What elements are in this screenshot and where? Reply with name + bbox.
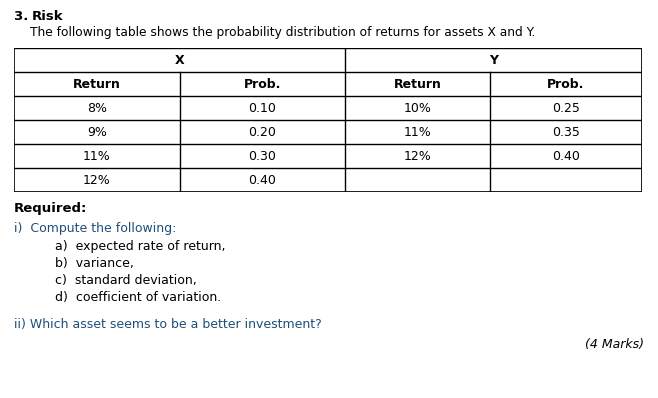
Text: 0.10: 0.10 [249,101,276,115]
Text: (4 Marks): (4 Marks) [585,338,644,351]
Text: 0.30: 0.30 [249,150,276,162]
Text: Prob.: Prob. [244,78,281,90]
Text: a)  expected rate of return,: a) expected rate of return, [55,240,226,253]
Text: Return: Return [393,78,442,90]
Text: d)  coefficient of variation.: d) coefficient of variation. [55,291,221,304]
Text: 0.20: 0.20 [249,125,276,139]
Text: c)  standard deviation,: c) standard deviation, [55,274,197,287]
Text: Return: Return [73,78,121,90]
Text: ii) Which asset seems to be a better investment?: ii) Which asset seems to be a better inv… [14,318,322,331]
Text: 3.: 3. [14,10,33,23]
Text: 8%: 8% [87,101,107,115]
Text: 11%: 11% [83,150,111,162]
Text: 0.25: 0.25 [552,101,580,115]
Text: b)  variance,: b) variance, [55,257,134,270]
Text: Risk: Risk [32,10,64,23]
Text: Required:: Required: [14,202,88,215]
Text: 0.40: 0.40 [249,174,276,187]
Text: Prob.: Prob. [547,78,585,90]
Text: 11%: 11% [403,125,432,139]
Text: 9%: 9% [87,125,107,139]
Text: 12%: 12% [403,150,432,162]
Text: i)  Compute the following:: i) Compute the following: [14,222,176,235]
Text: X: X [174,53,184,66]
Text: 12%: 12% [83,174,111,187]
Text: Y: Y [489,53,498,66]
Text: The following table shows the probability distribution of returns for assets X a: The following table shows the probabilit… [30,26,536,39]
Text: 10%: 10% [403,101,432,115]
Text: 0.35: 0.35 [552,125,580,139]
Text: 0.40: 0.40 [552,150,580,162]
